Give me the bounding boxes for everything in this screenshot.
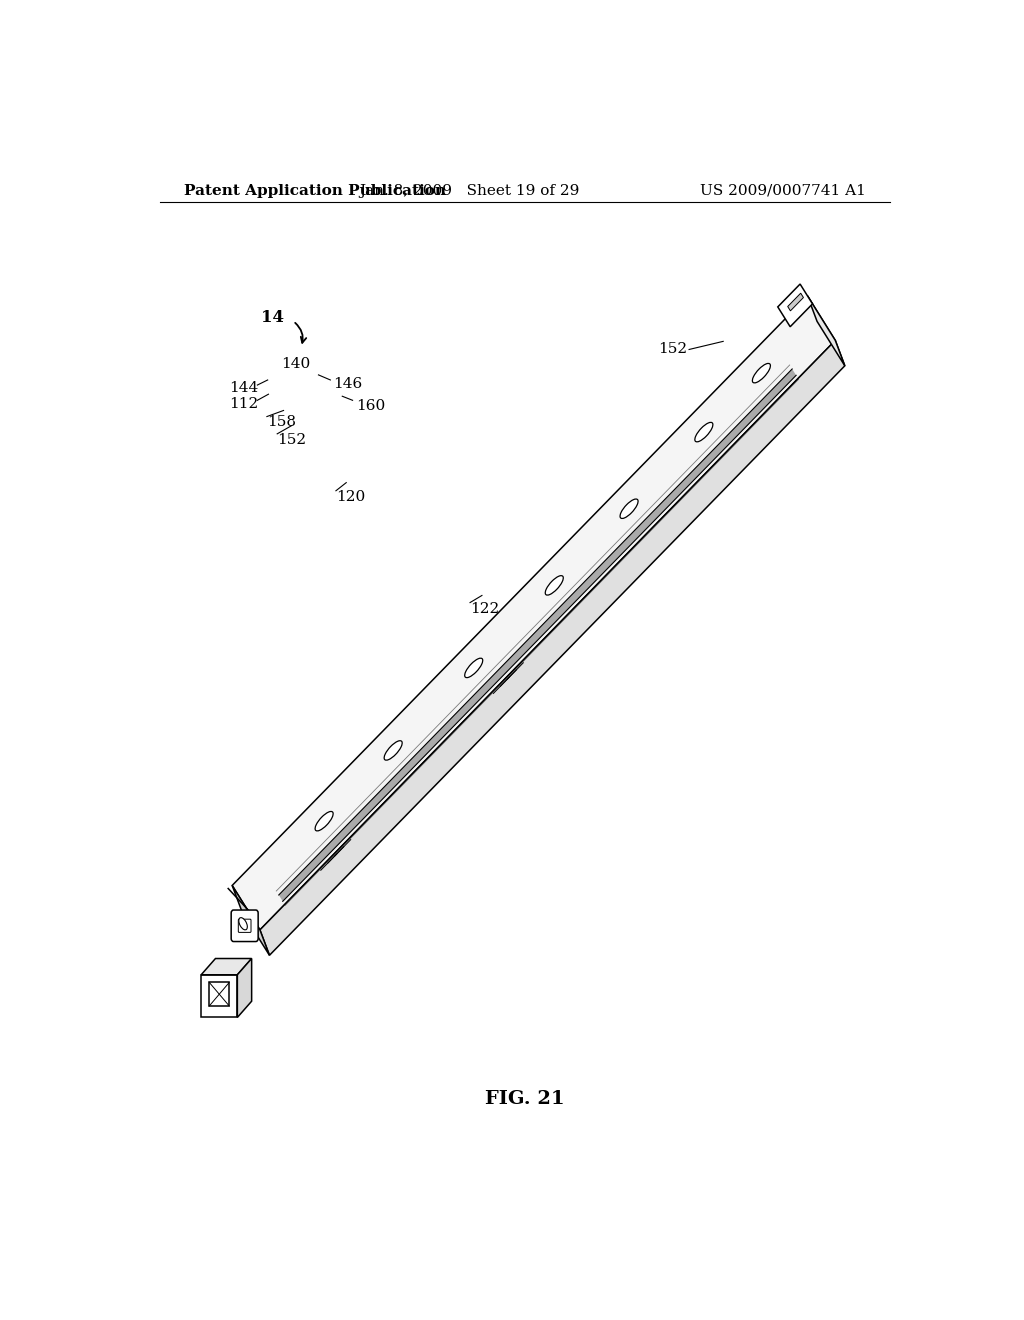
Text: 140: 140 [282,356,311,371]
Text: Patent Application Publication: Patent Application Publication [183,183,445,198]
FancyBboxPatch shape [231,909,258,941]
Polygon shape [201,974,238,1018]
Polygon shape [808,296,845,366]
Polygon shape [209,982,229,1006]
Ellipse shape [315,812,333,830]
Polygon shape [787,293,804,312]
Polygon shape [232,296,836,929]
Text: US 2009/0007741 A1: US 2009/0007741 A1 [700,183,866,198]
Text: 144: 144 [229,381,259,395]
FancyBboxPatch shape [239,919,251,932]
Polygon shape [201,958,252,974]
Polygon shape [260,341,845,956]
Text: 122: 122 [470,602,500,615]
Ellipse shape [545,576,563,595]
Text: 152: 152 [658,342,687,356]
Ellipse shape [753,363,770,383]
Text: 152: 152 [278,433,306,447]
Text: 146: 146 [334,378,362,391]
Text: 160: 160 [356,400,386,413]
Polygon shape [279,370,796,902]
Ellipse shape [239,917,248,929]
Text: FIG. 21: FIG. 21 [485,1089,564,1107]
Polygon shape [238,958,252,1018]
Text: 158: 158 [267,414,296,429]
Ellipse shape [384,741,402,760]
Text: 112: 112 [229,397,259,412]
Ellipse shape [621,499,638,519]
Text: 120: 120 [336,490,366,504]
Ellipse shape [695,422,713,442]
Polygon shape [232,886,269,956]
Ellipse shape [465,659,482,677]
Polygon shape [778,284,812,327]
Text: Jan. 8, 2009   Sheet 19 of 29: Jan. 8, 2009 Sheet 19 of 29 [359,183,580,198]
Text: 14: 14 [260,309,284,326]
